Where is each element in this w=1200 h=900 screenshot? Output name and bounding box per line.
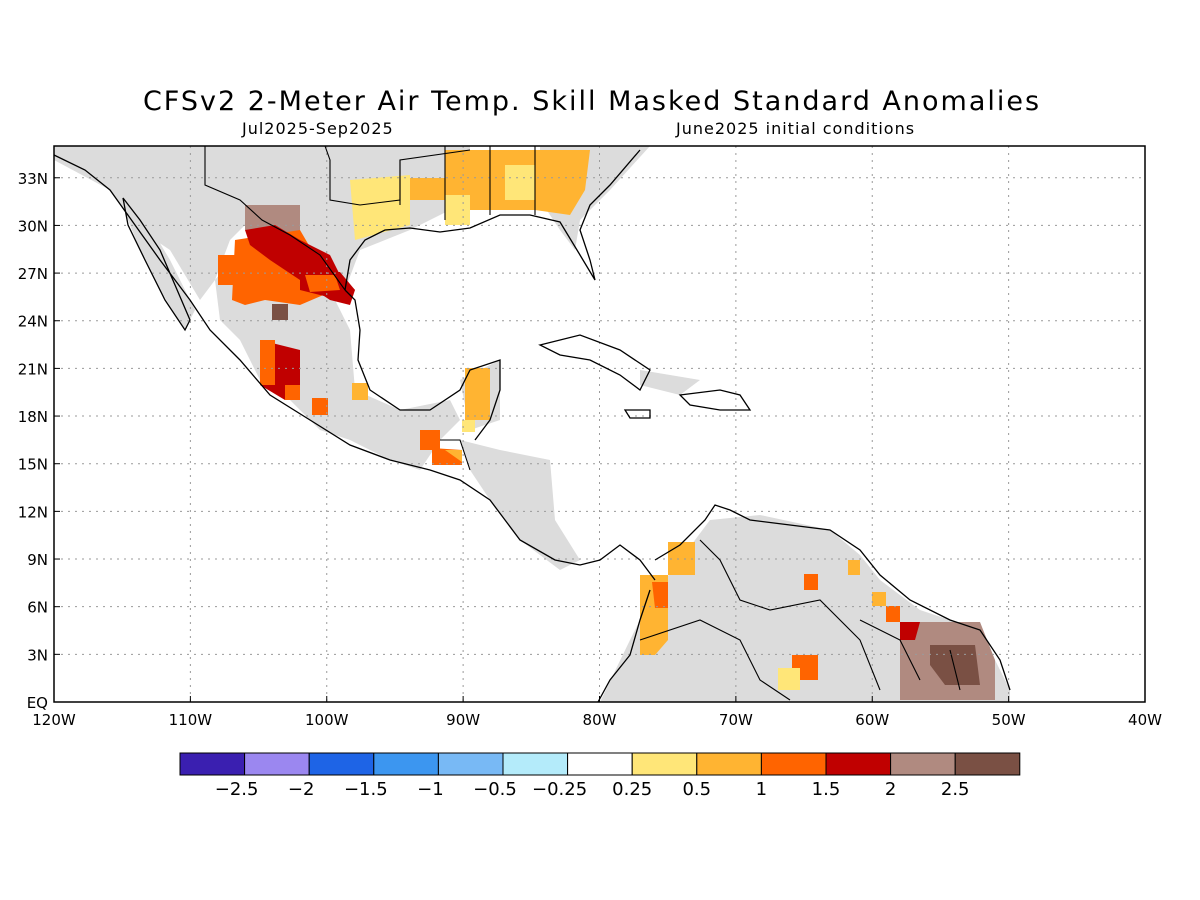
lat-tick-label: 30N	[18, 217, 48, 235]
lat-tick-label: 15N	[18, 456, 48, 474]
colorbar-swatch	[760, 752, 827, 776]
axis-ticks	[53, 177, 1146, 703]
colorbar-label: −1.5	[344, 779, 388, 800]
colorbar-label: 1.5	[812, 779, 841, 800]
colorbar-swatch	[502, 752, 569, 776]
colorbar-label: −2	[288, 779, 315, 800]
lon-tick-label: 100W	[305, 711, 349, 729]
gridlines	[54, 146, 1145, 702]
lat-tick-label: EQ	[27, 694, 48, 712]
coastlines	[54, 149, 1011, 702]
land-masked-area	[54, 146, 1010, 702]
lat-tick-label: 33N	[18, 170, 48, 188]
lon-tick-label: 80W	[583, 711, 617, 729]
lat-tick-label: 3N	[27, 646, 48, 664]
latitude-labels: EQ 3N 6N 9N 12N 15N 18N 21N 24N 27N 30N 33N	[18, 170, 48, 712]
lon-tick-label: 70W	[719, 711, 753, 729]
colorbar-label: −0.25	[532, 779, 587, 800]
lat-tick-label: 12N	[18, 503, 48, 521]
lon-tick-label: 110W	[169, 711, 213, 729]
lon-tick-label: 40W	[1128, 711, 1162, 729]
anomaly-patches	[218, 150, 995, 700]
colorbar-label: −0.5	[473, 779, 517, 800]
colorbar	[179, 752, 1021, 776]
colorbar-label: 0.25	[612, 779, 652, 800]
colorbar-label: −1	[417, 779, 444, 800]
colorbar-swatch	[437, 752, 504, 776]
map-title: CFSv2 2-Meter Air Temp. Skill Masked Sta…	[142, 86, 1042, 117]
lat-tick-label: 6N	[27, 599, 48, 617]
map-panel	[54, 146, 1145, 702]
political-borders	[204, 146, 961, 701]
lat-tick-label: 18N	[18, 408, 48, 426]
lat-tick-label: 27N	[18, 265, 48, 283]
colorbar-swatch	[631, 752, 698, 776]
lon-tick-label: 50W	[992, 711, 1026, 729]
colorbar-swatch	[308, 752, 375, 776]
lon-tick-label: 60W	[855, 711, 889, 729]
colorbar-swatch	[244, 752, 310, 776]
colorbar-swatch	[890, 752, 956, 776]
colorbar-swatch	[696, 752, 762, 776]
colorbar-label: 0.5	[682, 779, 711, 800]
colorbar-label: −2.5	[215, 779, 259, 800]
colorbar-swatch	[373, 752, 439, 776]
lon-tick-label: 90W	[446, 711, 480, 729]
initial-conditions: June2025 initial conditions	[676, 119, 916, 138]
colorbar-swatch	[179, 752, 246, 776]
colorbar-label: 2.5	[941, 779, 970, 800]
lon-tick-label: 120W	[32, 711, 76, 729]
forecast-period: Jul2025-Sep2025	[242, 119, 394, 138]
colorbar-label: 2	[885, 779, 896, 800]
lat-tick-label: 24N	[18, 313, 48, 331]
colorbar-labels: −2.5 −2 −1.5 −1 −0.5 −0.25 0.25 0.5 1 1.5 2 2.5	[215, 779, 970, 800]
colorbar-swatch	[954, 752, 1021, 776]
colorbar-label: 1	[756, 779, 767, 800]
lat-tick-label: 21N	[18, 360, 48, 378]
longitude-labels: 120W 110W 100W 90W 80W 70W 60W 50W 40W	[32, 711, 1162, 729]
lat-tick-label: 9N	[27, 551, 48, 569]
colorbar-swatch	[825, 752, 892, 776]
colorbar-swatch	[567, 752, 633, 776]
